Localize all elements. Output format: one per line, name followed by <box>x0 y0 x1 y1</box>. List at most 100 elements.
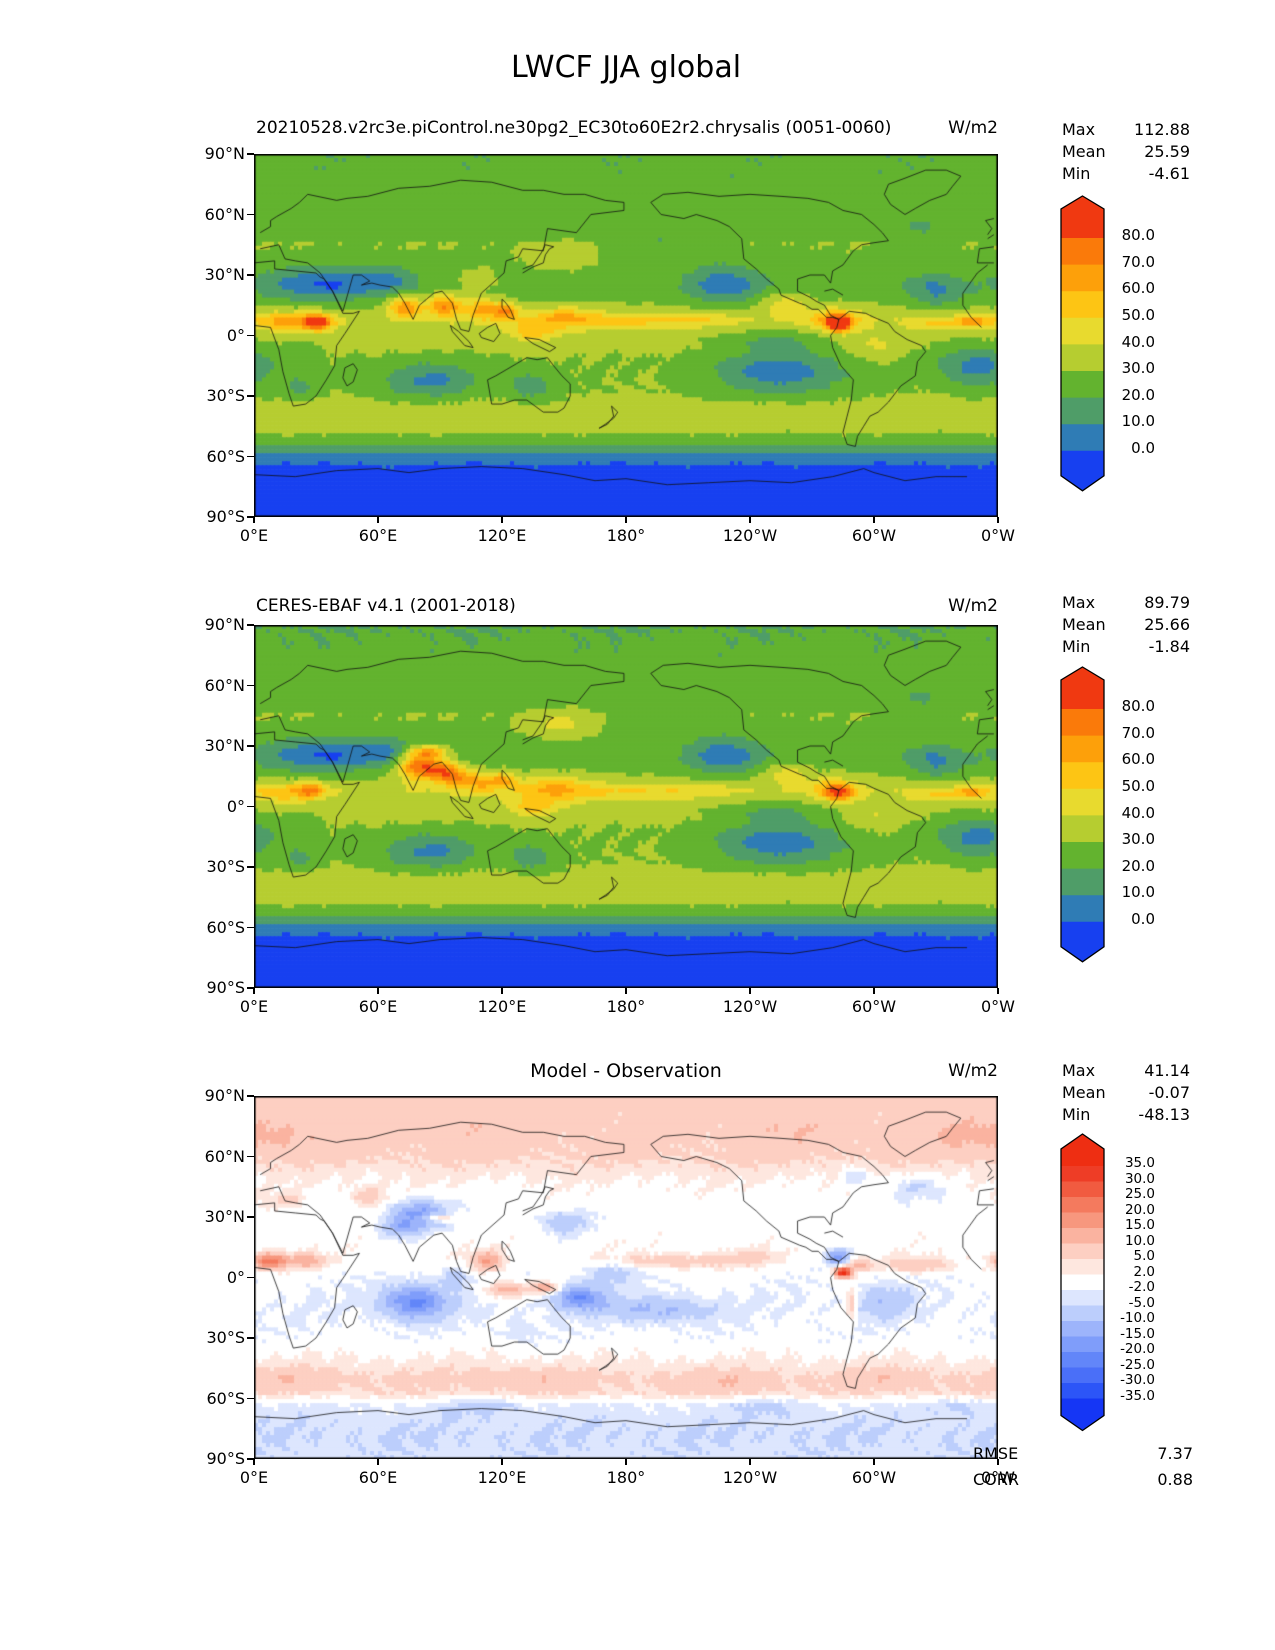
x-tick <box>873 988 875 994</box>
colorbar-segment <box>1061 709 1104 737</box>
y-tick <box>247 274 254 276</box>
y-tick-label: 30°N <box>204 1207 245 1226</box>
colorbar-under-arrow <box>1061 1398 1104 1431</box>
colorbar-segment <box>1061 1259 1104 1275</box>
y-tick-label: 30°N <box>204 736 245 755</box>
x-tick-label: 0°W <box>981 1468 1015 1487</box>
y-tick <box>247 1216 254 1218</box>
y-tick-label: 90°S <box>206 507 245 526</box>
x-tick-label: 60°E <box>358 997 398 1016</box>
y-tick <box>247 624 254 626</box>
stat-row-diff-min: Min -48.13 <box>1062 1105 1190 1124</box>
metric-row-rmse: RMSE 7.37 <box>973 1444 1193 1463</box>
colorbar-tick-label: 5.0 <box>1133 1248 1155 1265</box>
metric-row-corr: CORR 0.88 <box>973 1470 1193 1489</box>
panel-obs-title: CERES-EBAF v4.1 (2001-2018) <box>256 596 516 616</box>
colorbar-segment <box>1061 735 1104 763</box>
x-tick <box>253 1459 255 1465</box>
colorbar-tick-label: -10.0 <box>1120 1310 1155 1327</box>
colorbar-over-arrow <box>1061 667 1104 709</box>
metric-label: CORR <box>973 1470 1019 1489</box>
colorbar-segment <box>1061 291 1104 319</box>
y-tick <box>247 395 254 397</box>
colorbar-tick-label: 25.0 <box>1124 1186 1155 1203</box>
x-tick-label: 60°W <box>851 997 897 1016</box>
x-tick <box>749 517 751 523</box>
panel-obs-units: W/m2 <box>948 596 998 616</box>
colorbar-over-arrow <box>1061 1134 1104 1166</box>
y-tick <box>247 1337 254 1339</box>
stat-value: -0.07 <box>1148 1083 1190 1102</box>
x-tick <box>253 517 255 523</box>
colorbar-tick-label: 50.0 <box>1121 306 1155 325</box>
x-tick-label: 120°E <box>477 1468 527 1487</box>
colorbar-tick-label: 20.0 <box>1121 385 1155 404</box>
colorbar-outline <box>1060 666 1105 963</box>
x-tick <box>377 517 379 523</box>
colorbar-over-arrow <box>1061 196 1104 238</box>
stat-value: 25.59 <box>1144 142 1190 161</box>
stat-value: -48.13 <box>1138 1105 1190 1124</box>
colorbar-tick-label: 80.0 <box>1121 226 1155 245</box>
colorbar-segment <box>1061 1228 1104 1244</box>
colorbar-tick-label: 35.0 <box>1124 1155 1155 1172</box>
colorbar-segment <box>1061 1181 1104 1198</box>
y-tick-label: 0° <box>226 796 245 816</box>
colorbar-tick-label: 40.0 <box>1121 803 1155 822</box>
colorbar-tick-label: 2.0 <box>1133 1263 1155 1280</box>
y-tick <box>247 745 254 747</box>
stat-label: Max <box>1062 593 1096 612</box>
colorbar-segment <box>1061 264 1104 292</box>
y-tick-label: 90°S <box>206 1449 245 1468</box>
colorbar-tick-label: 20.0 <box>1121 856 1155 875</box>
y-tick-label: 30°S <box>206 386 245 405</box>
stat-row-obs-mean: Mean 25.66 <box>1062 615 1190 634</box>
y-tick <box>247 1397 254 1400</box>
x-tick <box>377 988 379 994</box>
colorbar-tick-label: -35.0 <box>1120 1387 1155 1404</box>
stat-row-model-mean: Mean 25.59 <box>1062 142 1190 161</box>
colorbar-tick-label: 10.0 <box>1121 412 1155 431</box>
colorbar-segment <box>1061 815 1104 843</box>
colorbar-segment <box>1061 1197 1104 1213</box>
figure-title: LWCF JJA global <box>510 50 742 85</box>
stat-row-model-max: Max 112.88 <box>1062 120 1190 139</box>
x-tick-label: 120°W <box>722 1468 778 1487</box>
x-tick-label: 180° <box>606 997 646 1016</box>
colorbar-segment <box>1061 1383 1104 1399</box>
colorbar-tick-label: 30.0 <box>1124 1170 1155 1187</box>
colorbar-tick-label: -5.0 <box>1128 1294 1155 1311</box>
x-tick <box>625 1459 627 1465</box>
y-tick <box>247 926 254 929</box>
colorbar-segment <box>1061 1321 1104 1337</box>
x-tick-label: 0°E <box>239 997 269 1016</box>
x-tick-label: 180° <box>606 526 646 545</box>
colorbar-model <box>1060 195 1105 492</box>
y-tick <box>247 516 254 518</box>
y-tick-label: 60°N <box>204 1146 245 1166</box>
x-tick <box>749 988 751 994</box>
colorbar-tick-label: 15.0 <box>1124 1217 1155 1234</box>
colorbar-segment <box>1061 788 1104 816</box>
stat-label: Mean <box>1062 615 1106 634</box>
colorbar-outline <box>1060 195 1105 492</box>
metric-value: 7.37 <box>1157 1444 1193 1463</box>
stat-label: Mean <box>1062 1083 1106 1102</box>
colorbar-segment <box>1061 317 1104 345</box>
x-tick <box>873 517 875 523</box>
y-tick <box>247 1155 254 1158</box>
stat-label: Min <box>1062 637 1091 656</box>
y-tick-label: 90°N <box>204 615 245 634</box>
x-tick-label: 120°E <box>477 997 527 1016</box>
colorbar-obs <box>1060 666 1105 963</box>
colorbar-tick-label: -25.0 <box>1120 1356 1155 1373</box>
colorbar-segment <box>1061 1367 1104 1384</box>
colorbar-segment <box>1061 1336 1104 1353</box>
colorbar-tick-label: 10.0 <box>1121 883 1155 902</box>
y-tick <box>247 987 254 989</box>
y-tick-label: 60°S <box>206 446 245 466</box>
colorbar-tick-label: -20.0 <box>1120 1341 1155 1358</box>
colorbar-segment <box>1061 424 1104 452</box>
colorbar-tick-label: 0.0 <box>1131 439 1155 458</box>
colorbar-segment <box>1061 895 1104 923</box>
